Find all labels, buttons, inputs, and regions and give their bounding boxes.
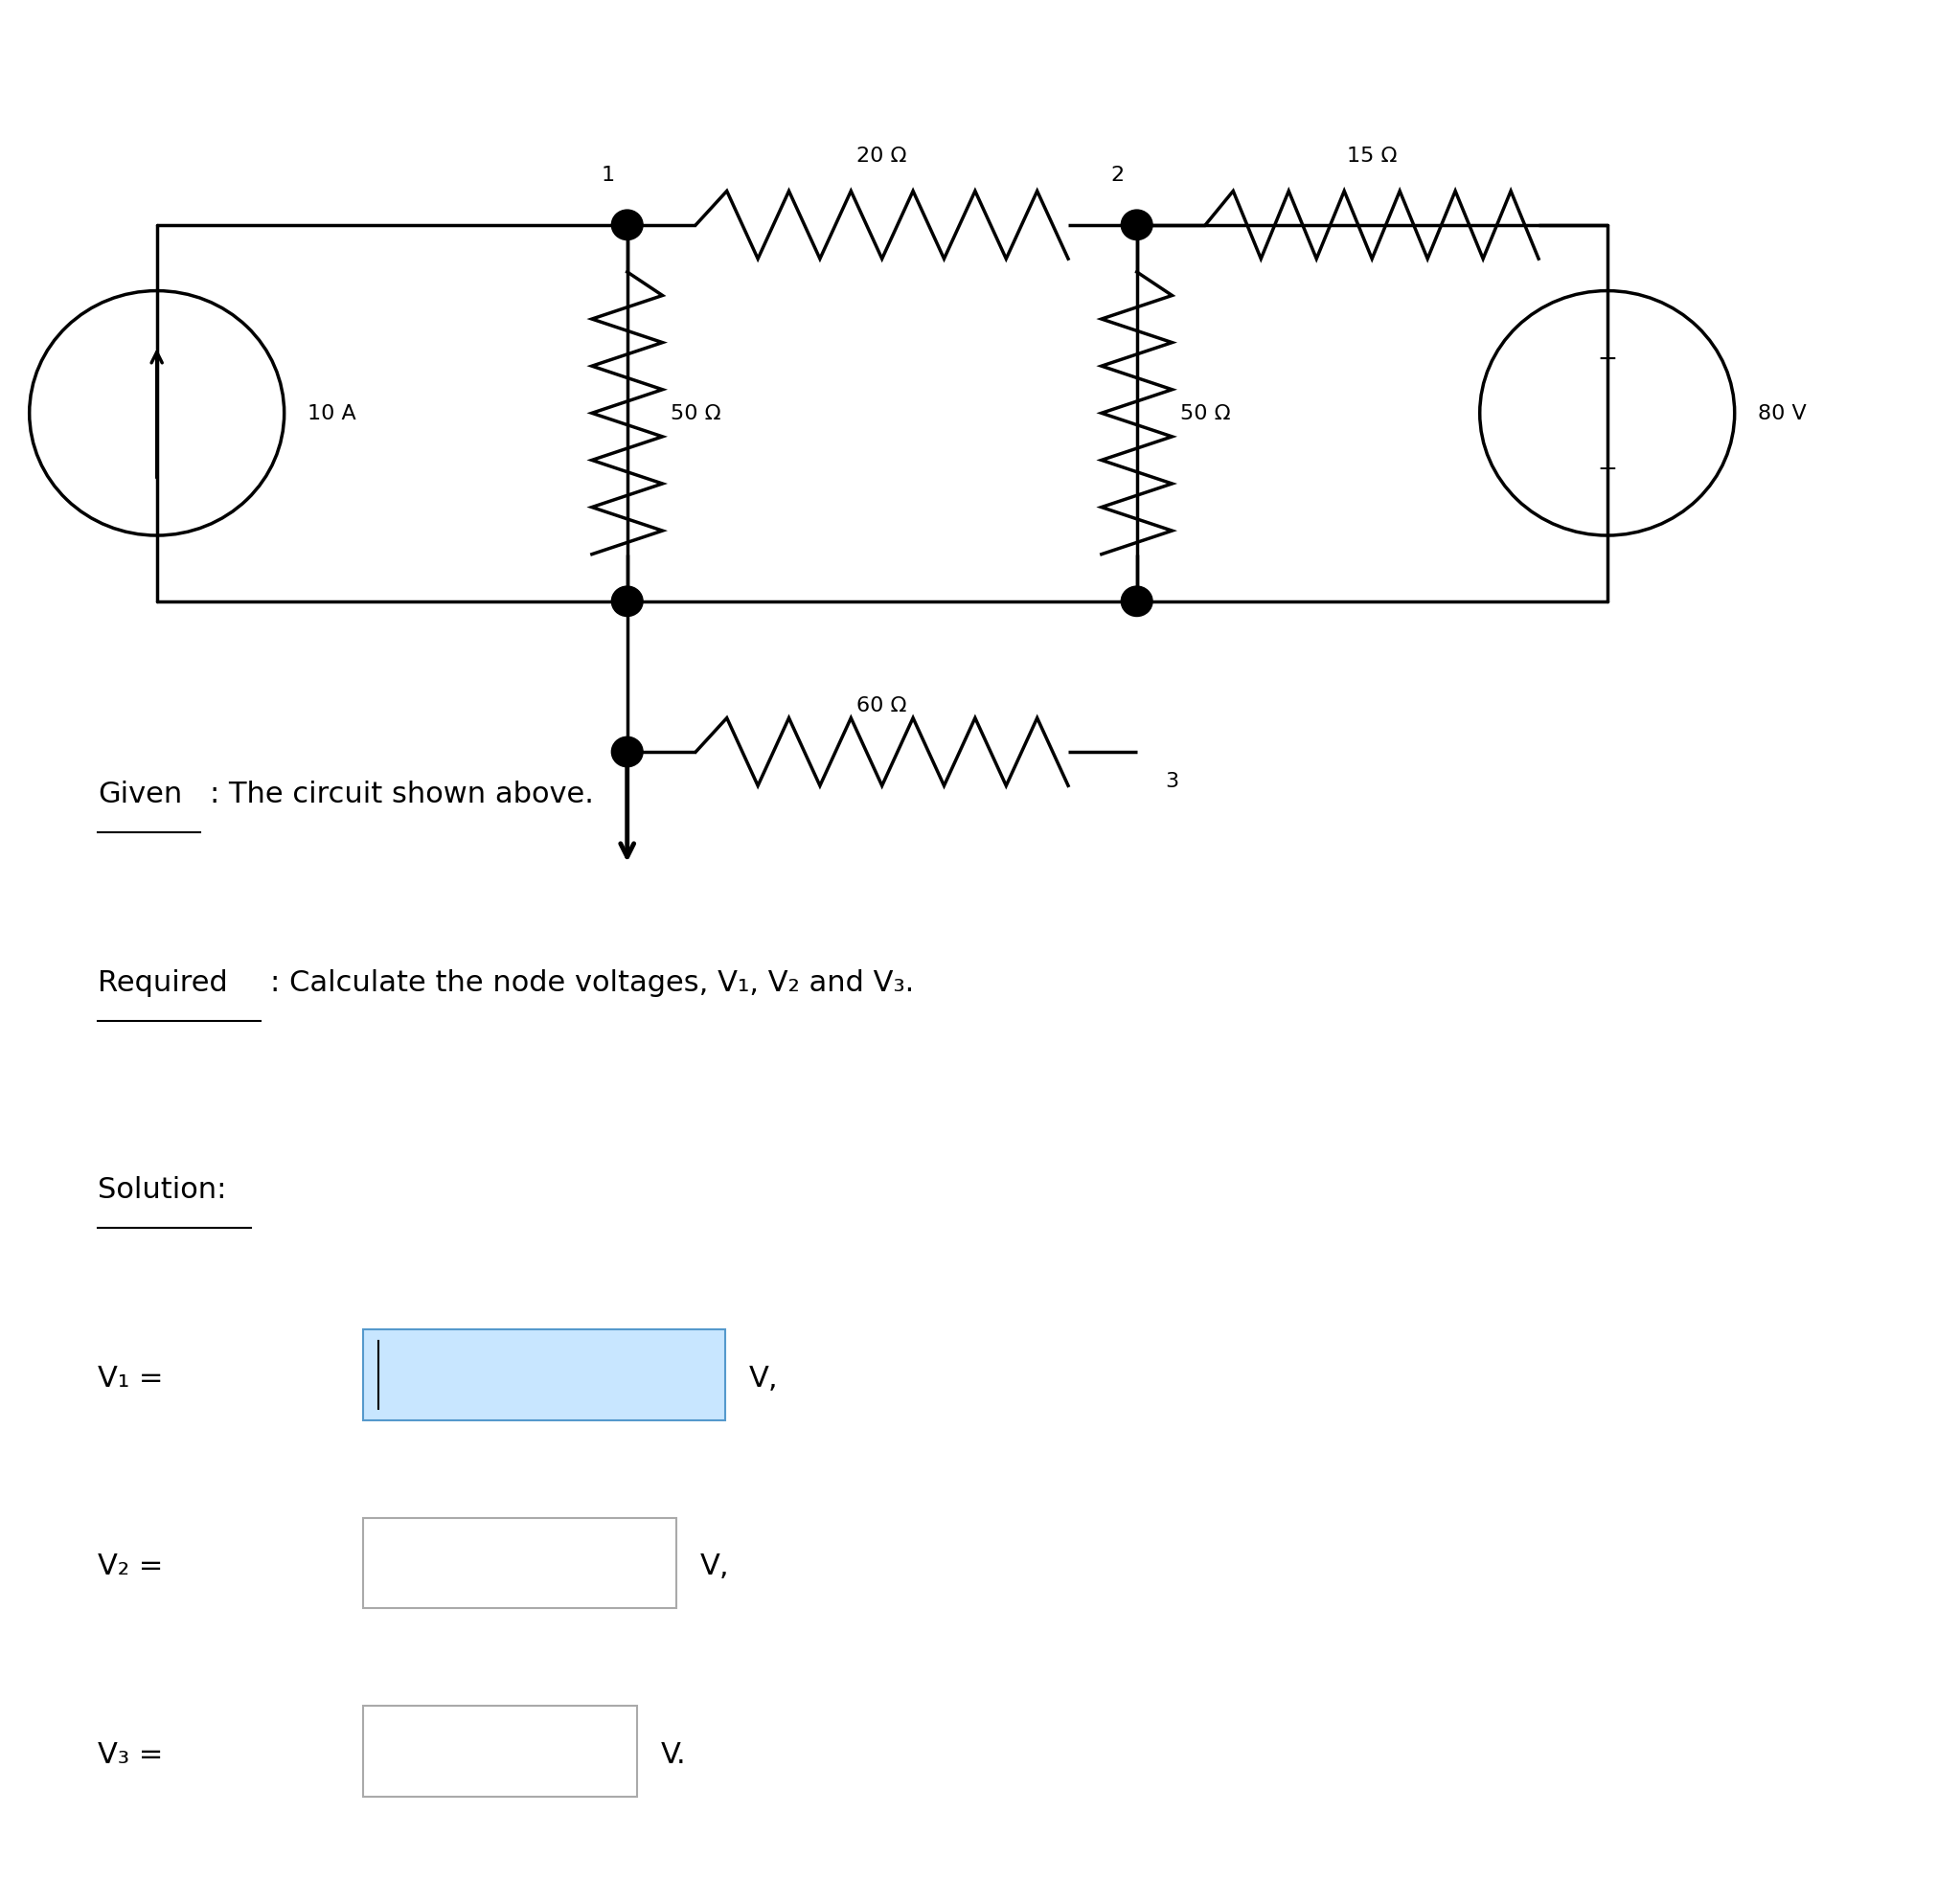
Circle shape [1121,587,1152,617]
Circle shape [612,211,643,241]
FancyBboxPatch shape [363,1706,637,1796]
Text: Required: Required [98,969,227,997]
Text: V₂ =: V₂ = [98,1552,172,1580]
Text: V₁ =: V₁ = [98,1364,172,1392]
Text: : The circuit shown above.: : The circuit shown above. [210,781,594,809]
Text: : Calculate the node voltages, V₁, V₂ and V₃.: : Calculate the node voltages, V₁, V₂ an… [270,969,915,997]
Text: −: − [1597,348,1617,371]
Circle shape [1121,211,1152,241]
Circle shape [612,587,643,617]
FancyBboxPatch shape [363,1518,676,1608]
Text: V.: V. [661,1740,686,1768]
Text: V,: V, [749,1364,778,1392]
Text: 80 V: 80 V [1758,404,1807,423]
FancyBboxPatch shape [363,1330,725,1420]
Text: 15 Ω: 15 Ω [1347,147,1397,166]
Circle shape [612,737,643,767]
Text: Given: Given [98,781,182,809]
Text: 3: 3 [1166,771,1178,790]
Text: 50 Ω: 50 Ω [670,404,721,423]
Text: 10 A: 10 A [308,404,357,423]
Text: +: + [1597,457,1617,480]
Text: Solution:: Solution: [98,1176,227,1204]
Text: V,: V, [700,1552,729,1580]
Text: V₃ =: V₃ = [98,1740,172,1768]
Text: 2: 2 [1111,166,1123,184]
Text: 50 Ω: 50 Ω [1180,404,1231,423]
Text: 1: 1 [602,166,613,184]
Text: 60 Ω: 60 Ω [857,696,907,715]
Text: 20 Ω: 20 Ω [857,147,907,166]
